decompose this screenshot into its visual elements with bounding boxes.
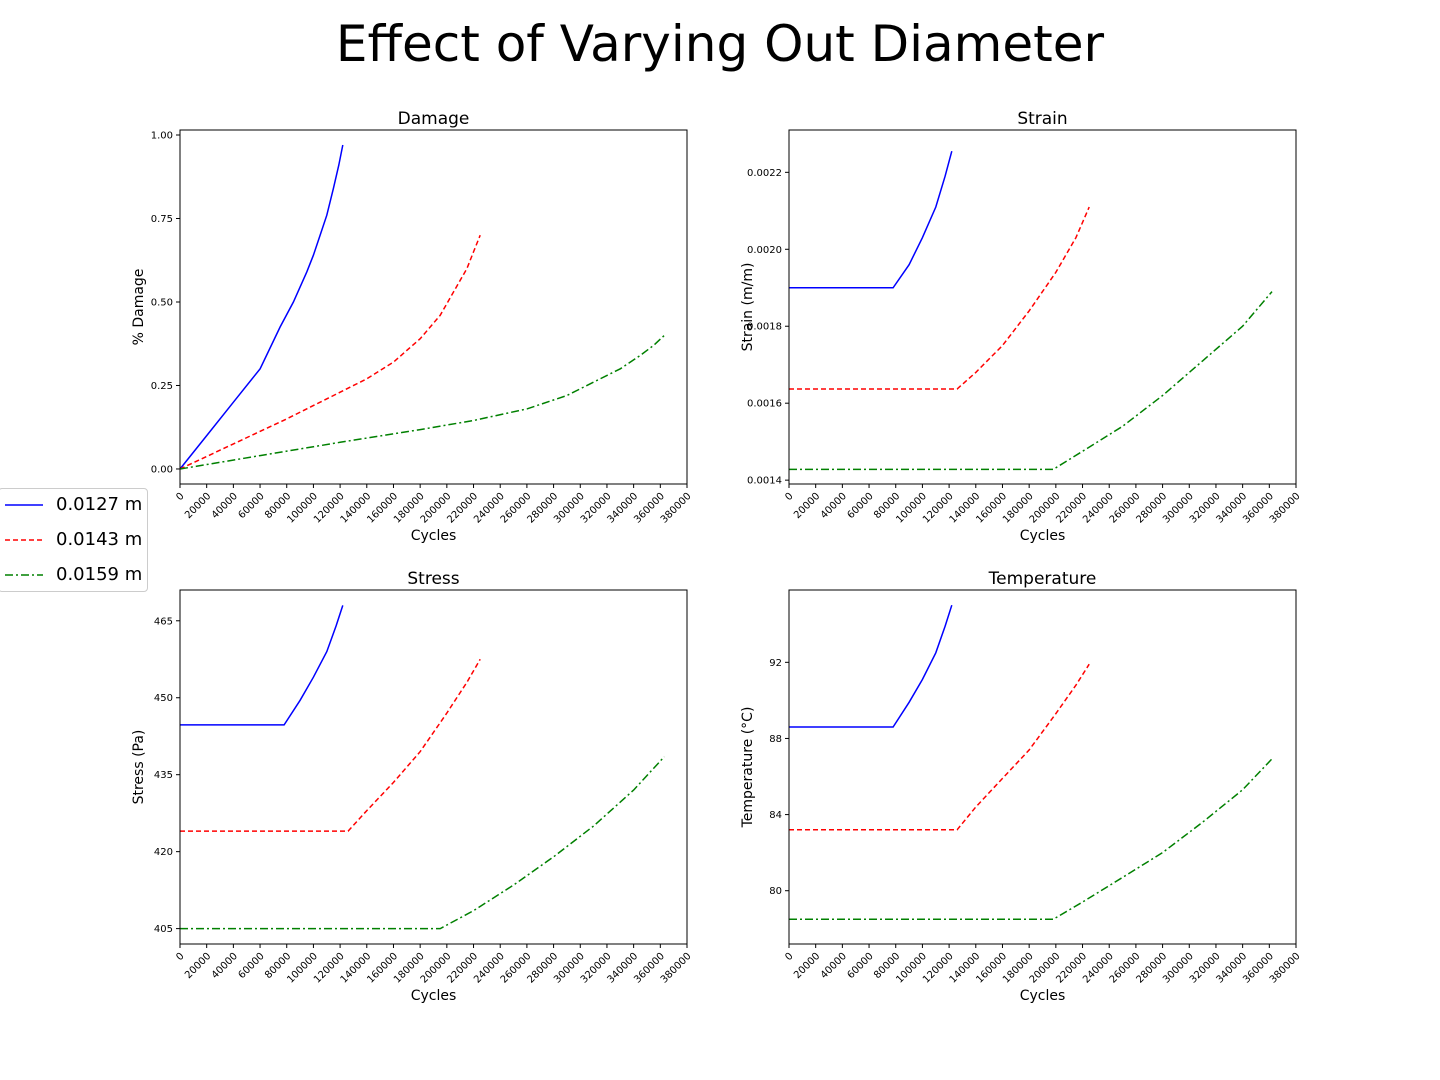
y-tick-label: 0.0016 (747, 399, 782, 410)
x-axis-label: Cycles (411, 988, 457, 1004)
series-line-3 (789, 291, 1273, 471)
series-line-3 (789, 756, 1274, 921)
subplot-stress: 0200004000060000800001000001200001400001… (131, 569, 694, 1004)
x-axis-label: Cycles (411, 528, 457, 544)
y-tick-label: 405 (154, 924, 173, 935)
series-line-2 (180, 234, 481, 470)
x-tick-label: 60000 (236, 951, 266, 981)
subplot-temperature: 0200004000060000800001000001200001400001… (740, 569, 1303, 1004)
x-tick-label: 40000 (210, 491, 240, 521)
x-tick-label: 60000 (845, 951, 875, 981)
series-line-2 (789, 206, 1090, 390)
y-tick-label: 0.25 (151, 381, 173, 392)
y-axis-label: % Damage (131, 269, 147, 346)
y-tick-label: 0.0014 (747, 476, 782, 487)
x-tick-label: 40000 (819, 491, 849, 521)
subplot-title: Stress (407, 569, 459, 589)
y-tick-label: 92 (769, 658, 782, 669)
y-tick-label: 84 (769, 810, 782, 821)
series-line-1 (180, 605, 344, 726)
x-tick-label: 40000 (210, 951, 240, 981)
legend-entry: 0.0143 m (0, 526, 149, 556)
y-tick-label: 0.0018 (747, 322, 782, 333)
y-axis-label: Temperature (°C) (740, 707, 756, 829)
x-tick-label: 20000 (183, 491, 213, 521)
series-line-1 (789, 604, 953, 728)
x-axis-label: Cycles (1020, 988, 1066, 1004)
x-tick-label: 40000 (819, 951, 849, 981)
y-tick-label: 420 (154, 847, 173, 858)
legend-entry: 0.0159 m (0, 561, 149, 591)
y-axis-label: Strain (m/m) (740, 263, 756, 352)
y-tick-label: 0.0020 (747, 245, 782, 256)
subplot-title: Damage (398, 109, 470, 129)
subplot-title: Temperature (988, 569, 1097, 589)
x-tick-label: 20000 (183, 951, 213, 981)
y-tick-label: 88 (769, 734, 782, 745)
y-tick-label: 435 (154, 770, 173, 781)
y-tick-label: 450 (154, 693, 173, 704)
y-tick-label: 0.50 (151, 297, 173, 308)
legend-swatch-dashed (5, 539, 43, 541)
plot-frame (788, 129, 1297, 485)
x-tick-label: 60000 (236, 491, 266, 521)
legend-swatch-solid (5, 504, 43, 506)
legend: 0.0127 m 0.0143 m 0.0159 m (0, 488, 148, 592)
legend-label: 0.0143 m (56, 529, 143, 550)
x-tick-label: 0 (174, 491, 186, 503)
series-line-2 (180, 658, 481, 832)
y-tick-label: 0.00 (151, 464, 173, 475)
series-line-2 (789, 663, 1090, 831)
x-tick-label: 20000 (792, 951, 822, 981)
x-tick-label: 0 (174, 951, 186, 963)
x-tick-label: 60000 (845, 491, 875, 521)
legend-label: 0.0127 m (56, 494, 143, 515)
x-tick-label: 0 (783, 951, 795, 963)
legend-swatch-dashdot (5, 574, 43, 576)
x-tick-label: 20000 (792, 491, 822, 521)
y-tick-label: 0.75 (151, 214, 173, 225)
series-line-3 (180, 756, 665, 930)
y-tick-label: 1.00 (151, 131, 173, 142)
figure-title: Effect of Varying Out Diameter (335, 15, 1105, 73)
legend-entry: 0.0127 m (0, 491, 149, 521)
y-tick-label: 0.0022 (747, 168, 782, 179)
plot-frame (179, 129, 688, 485)
plot-frame (788, 589, 1297, 945)
series-line-3 (180, 334, 665, 470)
legend-label: 0.0159 m (56, 564, 143, 585)
y-axis-label: Stress (Pa) (131, 730, 147, 805)
y-tick-label: 465 (154, 616, 173, 627)
y-tick-label: 80 (769, 886, 782, 897)
x-axis-label: Cycles (1020, 528, 1066, 544)
series-line-1 (789, 151, 953, 289)
subplot-strain: 0200004000060000800001000001200001400001… (740, 109, 1303, 544)
plot-frame (179, 589, 688, 945)
x-tick-label: 0 (783, 491, 795, 503)
subplot-title: Strain (1017, 109, 1067, 129)
series-line-1 (180, 144, 344, 470)
subplot-damage: 0200004000060000800001000001200001400001… (131, 109, 694, 544)
